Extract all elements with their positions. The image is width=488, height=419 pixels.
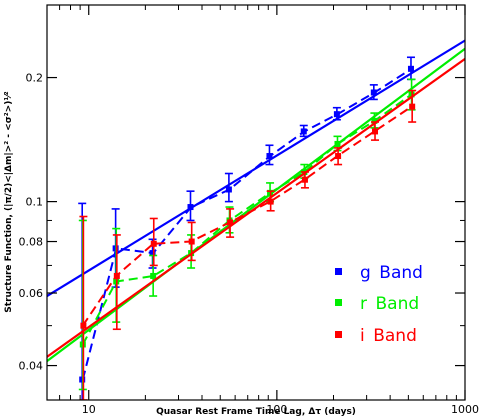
data-point-i-band [113, 272, 120, 279]
x-axis-label: Quasar Rest Frame Time Lag, Δτ (days) [156, 407, 356, 417]
x-tick-label: 100 [266, 403, 287, 416]
data-point-i-band [80, 322, 87, 329]
legend: g Band r Band i Band [335, 263, 423, 346]
series-i-band [47, 57, 465, 400]
data-point-g-band [333, 111, 340, 118]
legend-label-r-band: r Band [360, 294, 419, 314]
data-point-i-band [150, 240, 157, 247]
y-tick-label: 0.08 [19, 236, 44, 249]
series-g-band [47, 39, 465, 400]
x-tick-label: 10 [82, 403, 96, 416]
data-point-i-band [188, 238, 195, 245]
data-point-i-band [301, 176, 308, 183]
data-line-i-band [81, 105, 413, 327]
data-point-i-band [267, 198, 274, 205]
axis-layer: 10 100 1000 0.04 0.06 0.08 0.1 0.2 [19, 4, 479, 416]
legend-swatch-g-band [335, 268, 342, 275]
data-line-r-band [81, 93, 413, 345]
data-point-r-band [150, 272, 157, 279]
y-tick-label: 0.06 [19, 287, 44, 300]
data-point-i-band [409, 103, 416, 110]
data-point-i-band [372, 128, 379, 135]
y-axis-label: Structure Function, (|π/2)<|Δm|>² - <σ²>… [4, 91, 14, 312]
legend-swatch-r-band [335, 299, 342, 306]
data-point-g-band [300, 128, 307, 135]
data-point-g-band [266, 153, 273, 160]
data-point-r-band [334, 140, 341, 147]
plot-frame [46, 4, 466, 401]
y-tick-label: 0.1 [26, 196, 44, 209]
data-point-r-band [371, 117, 378, 124]
legend-label-i-band: i Band [360, 326, 417, 346]
data-point-g-band [407, 65, 414, 72]
data-point-g-band [225, 186, 232, 193]
fit-line-r-band [47, 47, 465, 363]
data-point-i-band [335, 153, 342, 160]
error-bar-i-band [79, 215, 88, 400]
data-point-i-band [227, 219, 234, 226]
error-bar-i-band [112, 234, 121, 331]
y-tick-label: 0.2 [26, 72, 44, 85]
data-point-g-band [149, 250, 156, 257]
data-point-g-band [370, 89, 377, 96]
data-line-g-band [81, 67, 413, 380]
x-tick-label: 1000 [451, 403, 479, 416]
legend-label-g-band: g Band [360, 263, 423, 283]
y-tick-label: 0.04 [19, 360, 44, 373]
series-layer [47, 39, 465, 400]
legend-swatch-i-band [335, 331, 342, 338]
data-point-g-band [187, 204, 194, 211]
